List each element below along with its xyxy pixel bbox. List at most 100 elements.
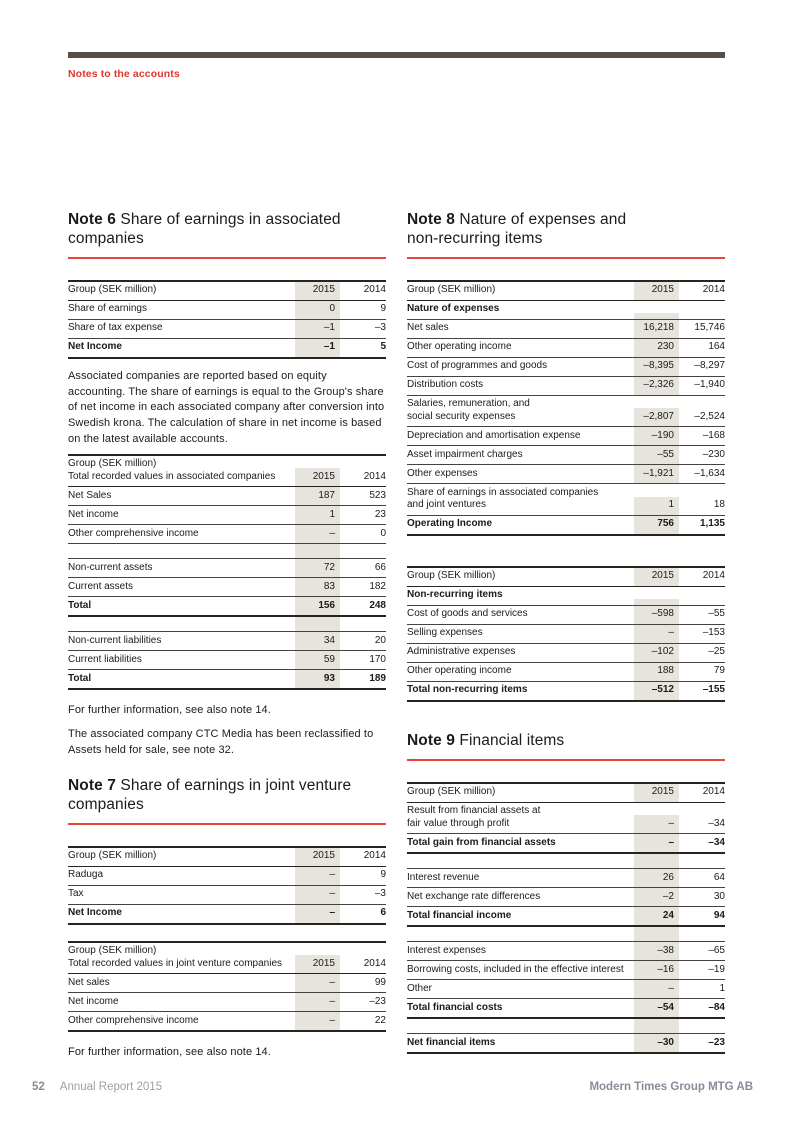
value-2014: –3 bbox=[374, 888, 386, 900]
row-label: Total financial income bbox=[407, 909, 512, 921]
table-row: Borrowing costs, included in the effecti… bbox=[407, 961, 725, 981]
value-2014: 1,135 bbox=[699, 518, 725, 530]
row-label bbox=[68, 617, 295, 631]
value-2014: –168 bbox=[702, 429, 725, 441]
table-row: Total 156 248 bbox=[68, 597, 386, 618]
row-label: Other operating income bbox=[407, 341, 512, 353]
note6-paragraph: Associated companies are reported based … bbox=[68, 369, 385, 446]
value-2014: 2014 bbox=[363, 850, 386, 862]
value-2014: 523 bbox=[369, 489, 386, 501]
note9-title-text: Financial items bbox=[459, 731, 565, 749]
value-2014: 30 bbox=[713, 890, 725, 902]
row-label: Other comprehensive income bbox=[68, 527, 199, 539]
table-row: Net sales 16,218 15,746 bbox=[407, 319, 725, 339]
value-2014: –65 bbox=[708, 944, 725, 956]
row-label: Distribution costs bbox=[407, 379, 484, 391]
table-row: Interest revenue 26 64 bbox=[407, 869, 725, 889]
table-row: Result from financial assets at fair val… bbox=[407, 803, 725, 835]
value-2015: – bbox=[295, 993, 340, 1012]
value-2015: – bbox=[295, 525, 340, 544]
row-label: Interest revenue bbox=[407, 871, 480, 883]
value-2014: –155 bbox=[702, 684, 725, 696]
value-2014: 79 bbox=[713, 665, 725, 677]
table-row: Tax – –3 bbox=[68, 885, 386, 905]
table-row: Non-current liabilities 34 20 bbox=[68, 632, 386, 652]
row-label: Net exchange rate differences bbox=[407, 890, 541, 902]
value-2015: 1 bbox=[295, 506, 340, 525]
row-label: Group (SEK million) bbox=[68, 284, 157, 296]
note6-number: Note 6 bbox=[68, 211, 116, 228]
table-row: Current assets 83 182 bbox=[68, 578, 386, 598]
value-2015 bbox=[295, 544, 340, 559]
row-label: Other operating income bbox=[407, 665, 512, 677]
note6-title: Note 6 Share of earnings in associated c… bbox=[68, 211, 400, 249]
note7-summary-table: Group (SEK million) 2015 2014 Raduga –9 Tax – –… bbox=[68, 845, 386, 925]
value-2015: 2015 bbox=[634, 281, 679, 300]
row-label: Net sales bbox=[68, 976, 110, 988]
table-row: Other operating income 230 164 bbox=[407, 338, 725, 358]
value-2015: – bbox=[634, 815, 679, 834]
note6-footnote-1: For further information, see also note 1… bbox=[68, 704, 271, 717]
value-2014: –19 bbox=[708, 963, 725, 975]
table-header-row: Group (SEK million) 2015 2014 bbox=[407, 279, 725, 301]
note9-financial-items-table: Group (SEK million) 2015 2014 Result from f… bbox=[407, 781, 725, 1055]
table-row: Cost of programmes and goods –8,395 –8,297 bbox=[407, 357, 725, 377]
note6-footnote-2: The associated company CTC Media has bee… bbox=[68, 728, 374, 757]
row-label bbox=[68, 544, 295, 558]
note7-title-text: Share of earnings in joint venture compa… bbox=[68, 776, 352, 813]
note8-nature-of-expenses-table: Group (SEK million) 2015 2014 Nature of exp… bbox=[407, 279, 725, 536]
row-label: Group (SEK million) bbox=[407, 284, 496, 296]
row-label: Non-current assets bbox=[68, 561, 153, 573]
value-2015: 188 bbox=[634, 662, 679, 681]
row-label: Other comprehensive income bbox=[68, 1014, 199, 1026]
value-2014: 2014 bbox=[702, 284, 725, 296]
note8-title: Note 8 Nature of expenses and non-recurr… bbox=[407, 211, 739, 249]
table-row: Net income – –23 bbox=[68, 993, 386, 1013]
value-2014: 64 bbox=[713, 871, 725, 883]
note9-number: Note 9 bbox=[407, 731, 455, 749]
value-2015: –1 bbox=[295, 338, 340, 357]
table-spacer-row bbox=[407, 854, 725, 870]
row-label: Tax bbox=[68, 888, 84, 900]
value-2015 bbox=[634, 313, 679, 319]
value-2015 bbox=[634, 1019, 679, 1034]
left-column: Note 6 Share of earnings in associated c… bbox=[68, 211, 386, 1061]
value-2014 bbox=[340, 617, 386, 631]
value-2014: –25 bbox=[708, 646, 725, 658]
table-spacer-row bbox=[407, 1019, 725, 1035]
table-row: Other – 1 bbox=[407, 980, 725, 1000]
table-row: Total 93 189 bbox=[68, 670, 386, 691]
value-2014: 9 bbox=[380, 869, 386, 881]
value-2015 bbox=[295, 617, 340, 632]
row-label: Current assets bbox=[68, 580, 134, 592]
value-2014 bbox=[679, 854, 725, 868]
value-2015: –2,326 bbox=[634, 376, 679, 395]
value-2014: –84 bbox=[708, 1001, 725, 1013]
value-2014: 66 bbox=[374, 561, 386, 573]
value-2015: 230 bbox=[634, 338, 679, 357]
table-row: Operating Income 756 1,135 bbox=[407, 515, 725, 536]
value-2015: –8,395 bbox=[634, 357, 679, 376]
value-2015: –512 bbox=[634, 681, 679, 700]
value-2014: 22 bbox=[374, 1014, 386, 1026]
table-spacer-row bbox=[68, 617, 386, 633]
table-row: Raduga – 9 bbox=[68, 866, 386, 886]
value-2015: – bbox=[295, 974, 340, 993]
value-2014 bbox=[679, 313, 725, 319]
value-2015: –30 bbox=[634, 1034, 679, 1053]
value-2014: 248 bbox=[369, 599, 386, 611]
table-row: Nature of expenses bbox=[407, 301, 725, 320]
row-label: Cost of goods and services bbox=[407, 608, 528, 620]
table-header-row: Group (SEK million) 2015 2014 bbox=[407, 781, 725, 803]
row-label: Group (SEK million) bbox=[68, 850, 157, 862]
value-2015: –190 bbox=[634, 427, 679, 446]
row-label: Net Income bbox=[68, 907, 122, 919]
table-row: Share of earnings 0 9 bbox=[68, 300, 386, 320]
table-row: Share of tax expense –1 –3 bbox=[68, 319, 386, 339]
row-label: Net Sales bbox=[68, 489, 112, 501]
row-label: Group (SEK million) Total recorded value… bbox=[68, 945, 283, 969]
note8-title-rule bbox=[407, 256, 725, 259]
value-2015: 2015 bbox=[634, 783, 679, 802]
table-row: Other comprehensive income – 22 bbox=[68, 1012, 386, 1033]
table-row: Non-recurring items bbox=[407, 587, 725, 606]
